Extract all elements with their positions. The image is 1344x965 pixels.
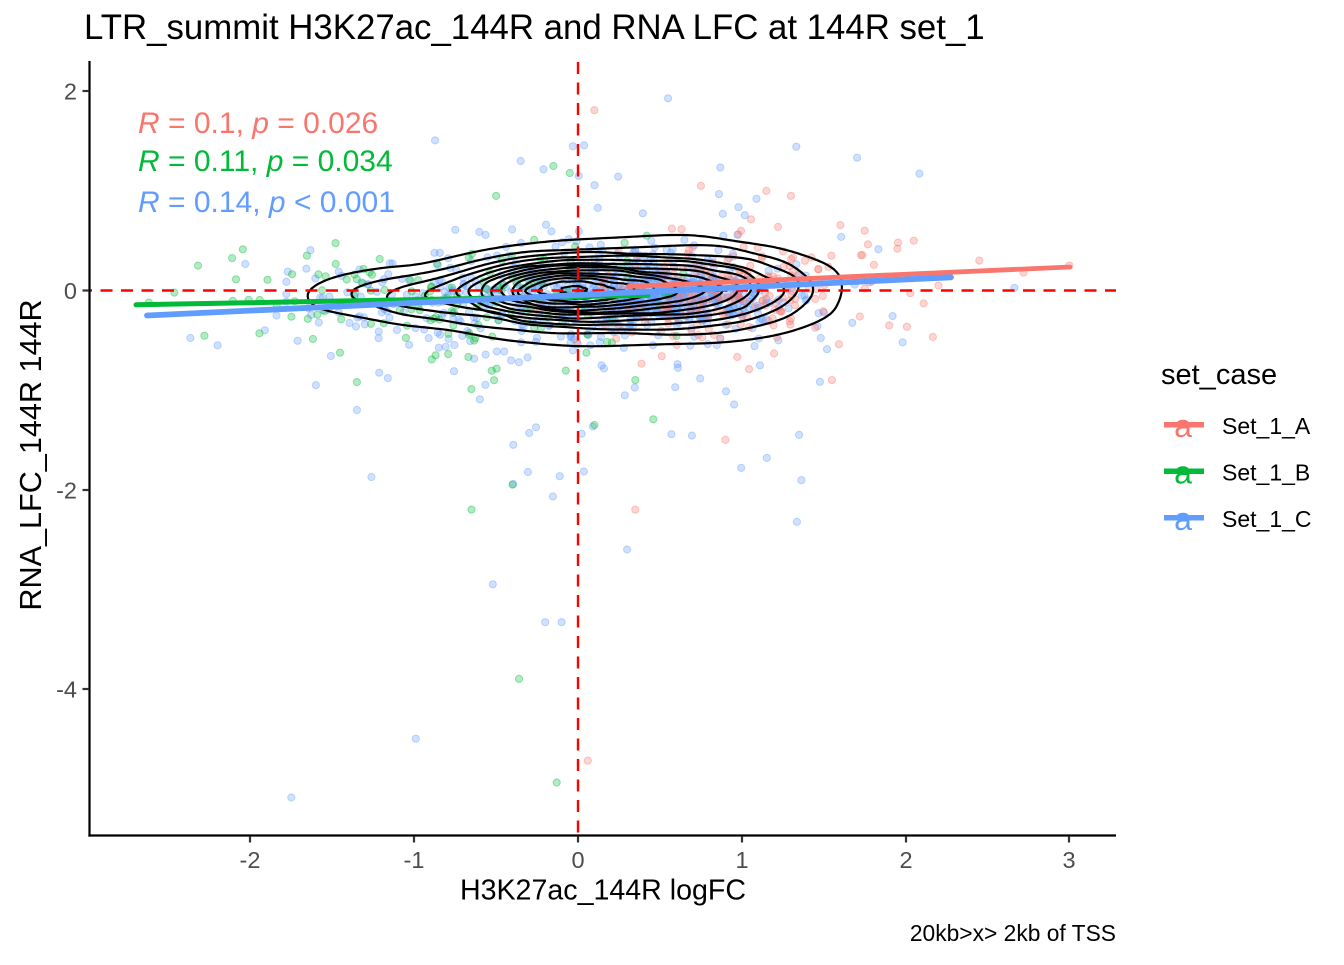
svg-text:2: 2	[64, 79, 77, 105]
svg-text:-2: -2	[56, 478, 77, 504]
svg-text:LTR_summit H3K27ac_144R and RN: LTR_summit H3K27ac_144R and RNA LFC at 1…	[84, 8, 985, 47]
svg-text:Set_1_A: Set_1_A	[1222, 413, 1311, 439]
svg-text:3: 3	[1062, 847, 1075, 873]
svg-text:a: a	[1174, 408, 1192, 444]
svg-text:Set_1_B: Set_1_B	[1222, 460, 1310, 486]
svg-text:Set_1_C: Set_1_C	[1222, 506, 1312, 532]
svg-text:a: a	[1174, 455, 1192, 491]
svg-text:RNA_LFC_144R 144R: RNA_LFC_144R 144R	[14, 299, 48, 610]
svg-text:a: a	[1174, 501, 1192, 537]
svg-text:-4: -4	[56, 677, 77, 703]
svg-text:0: 0	[64, 278, 77, 304]
svg-text:1: 1	[735, 847, 748, 873]
svg-text:20kb>x> 2kb of TSS: 20kb>x> 2kb of TSS	[910, 920, 1116, 946]
svg-text:H3K27ac_144R logFC: H3K27ac_144R logFC	[460, 875, 746, 907]
svg-text:set_case: set_case	[1161, 359, 1277, 391]
svg-text:-1: -1	[404, 847, 425, 873]
svg-text:-2: -2	[240, 847, 261, 873]
svg-text:0: 0	[571, 847, 584, 873]
svg-text:2: 2	[899, 847, 912, 873]
svg-text:R = 0.11, p = 0.034: R = 0.11, p = 0.034	[138, 145, 393, 178]
svg-text:R = 0.14, p < 0.001: R = 0.14, p < 0.001	[138, 186, 395, 219]
svg-text:R = 0.1, p = 0.026: R = 0.1, p = 0.026	[138, 107, 378, 140]
